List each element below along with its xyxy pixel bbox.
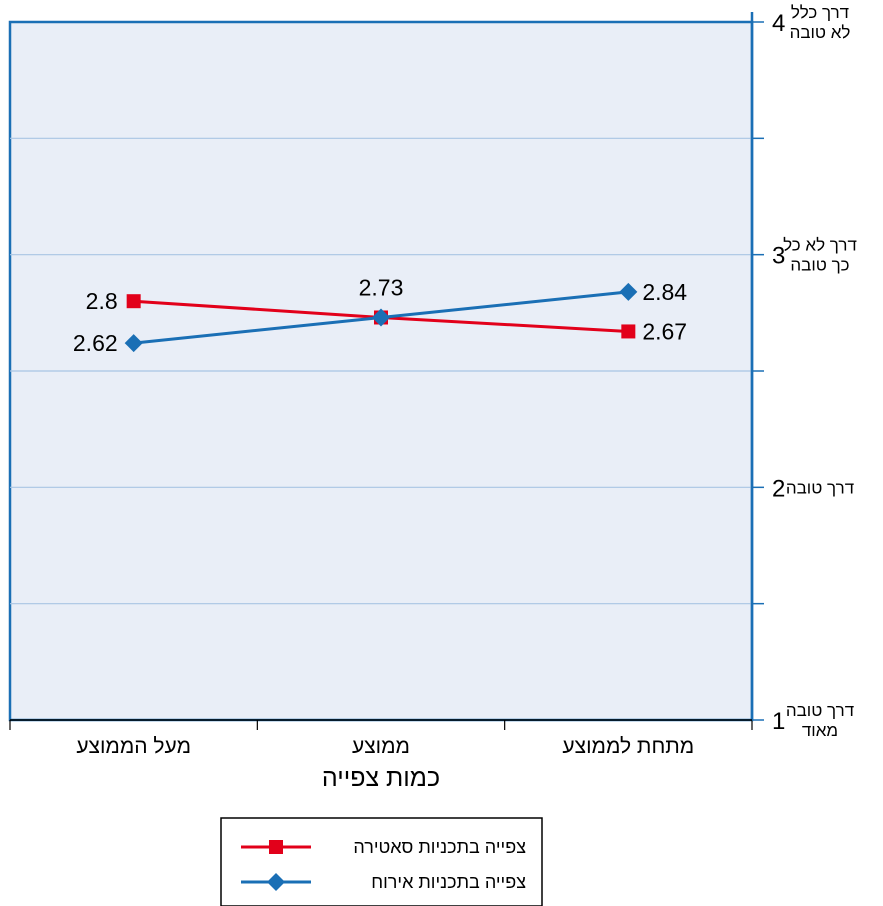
grid-lines — [10, 137, 752, 605]
x-axis-categories: מעל הממוצע ממוצע מתחת לממוצע — [76, 735, 694, 758]
legend-box — [220, 817, 543, 906]
x-category-label: מעל הממוצע — [76, 735, 191, 758]
y-tick-description: מאוד — [802, 721, 838, 740]
data-label: 2.73 — [359, 274, 404, 300]
data-label: 2.62 — [73, 330, 118, 356]
x-axis-title: כמות צפייה — [322, 764, 440, 792]
diamond-marker — [124, 334, 143, 353]
y-tick-label: 2 — [772, 475, 785, 502]
data-label: 2.8 — [86, 288, 118, 314]
y-tick-description: דרך לא כל — [783, 236, 857, 255]
y-tick-description: לא טובה — [790, 23, 851, 42]
y-tick-label: 1 — [772, 708, 785, 735]
legend-label: צפייה בתכניות אירוח — [371, 872, 526, 892]
y-tick-description: דרך טובה — [786, 701, 854, 720]
data-label: 2.67 — [642, 318, 687, 344]
axes — [9, 12, 764, 730]
y-tick-label: 4 — [772, 10, 785, 37]
square-marker — [126, 294, 141, 309]
data-label: 2.84 — [642, 279, 687, 305]
legend: צפייה בתכניות סאטירה צפייה בתכניות אירוח — [220, 817, 543, 906]
diamond-marker — [267, 873, 285, 891]
square-marker — [621, 324, 636, 339]
y-tick-description: כך טובה — [790, 256, 849, 275]
y-tick-description: דרך כלל — [791, 3, 849, 22]
series-group — [124, 282, 638, 353]
legend-label: צפייה בתכניות סאטירה — [353, 837, 526, 857]
square-marker — [269, 840, 283, 854]
data-labels: 2.8 2.73 2.67 2.62 2.84 — [73, 274, 687, 356]
x-category-label: ממוצע — [352, 735, 410, 758]
y-tick-label: 3 — [772, 243, 785, 270]
diamond-marker — [372, 308, 390, 327]
y-tick-description: דרך טובה — [786, 478, 854, 497]
x-category-label: מתחת לממוצע — [562, 735, 694, 758]
diamond-marker — [619, 282, 638, 301]
